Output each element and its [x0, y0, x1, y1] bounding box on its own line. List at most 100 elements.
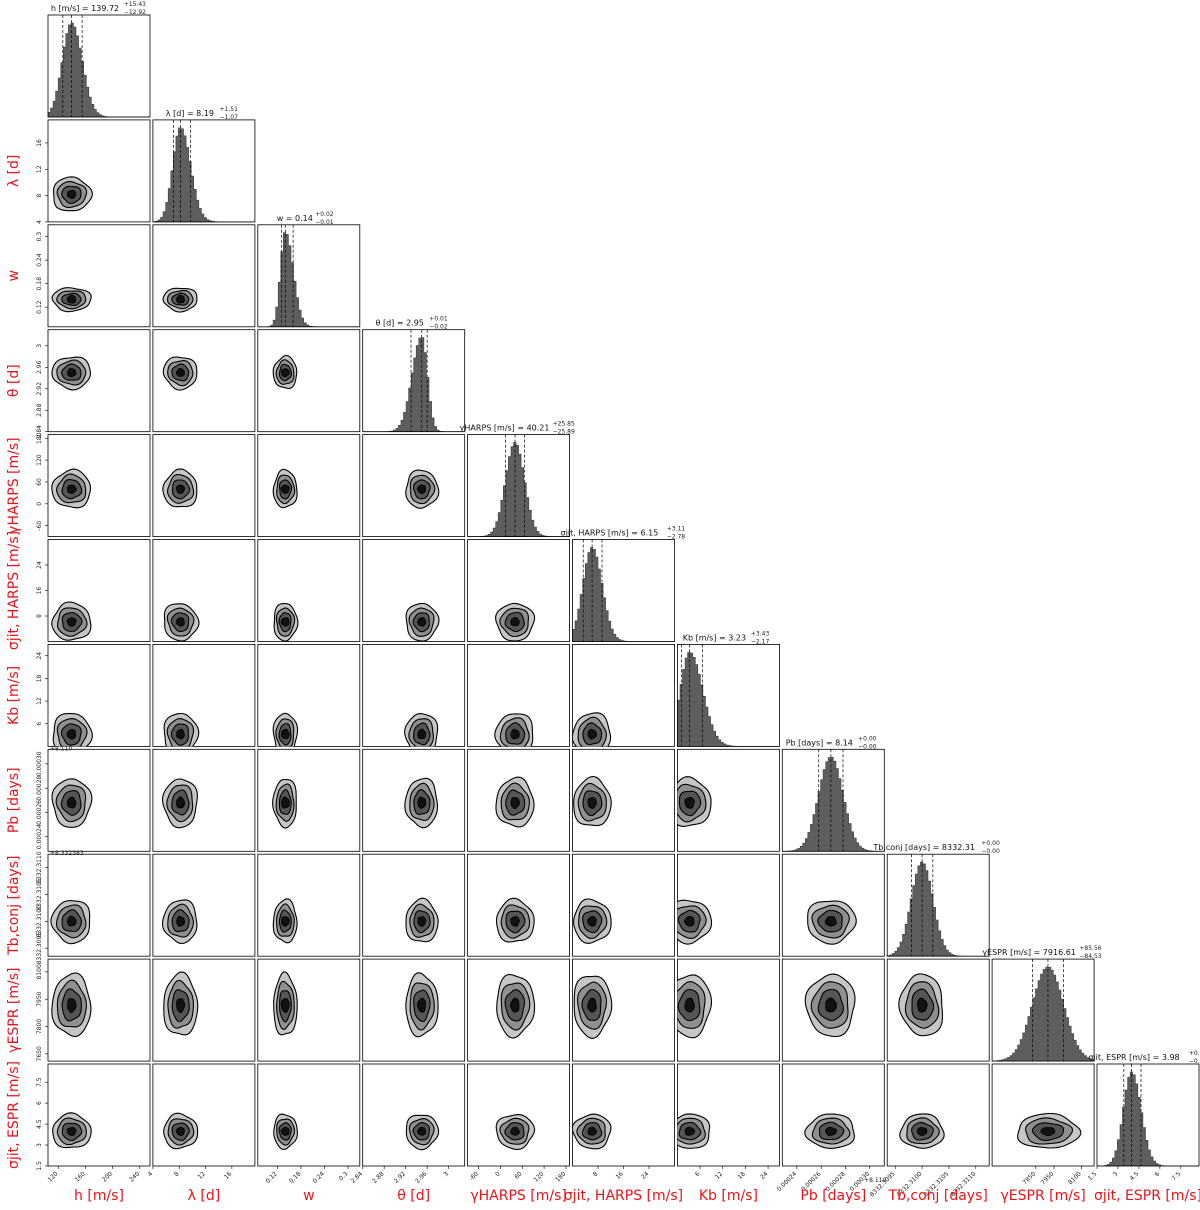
panel-frame: [152, 853, 256, 957]
x-tick-label: 240: [128, 1170, 141, 1183]
contour-panel-10-3: 2.84 2.88 2.92 2.96 3: [350, 1063, 466, 1185]
contour-level-4: [417, 997, 427, 1013]
contour-level-4: [66, 294, 77, 304]
contour-group: [1017, 1112, 1082, 1149]
panel-frame: [152, 1063, 256, 1167]
y-axis-label: θ [d]: [6, 364, 22, 397]
contour-level-4: [587, 997, 597, 1013]
y-tick-label: 12: [36, 697, 43, 705]
panel-frame: [257, 958, 361, 1062]
err-plus: +15.43: [124, 1, 146, 8]
y-tick-label: 18: [36, 674, 43, 682]
contour-level-4: [175, 294, 185, 304]
y-tick-label: 8332.3095: [36, 932, 43, 965]
x-tick-label: 6: [1154, 1170, 1162, 1178]
y-tick-label: 6: [36, 1101, 43, 1105]
contour-group: [273, 971, 298, 1036]
y-tick-label: 8332.3100: [36, 905, 43, 938]
contour-panel-5-3: [362, 539, 466, 642]
x-tick-label: 3: [442, 1170, 450, 1178]
contour-level-4: [587, 797, 597, 809]
panel-frame: [677, 644, 780, 747]
contour-group: [573, 898, 612, 944]
contour-group: [163, 1112, 199, 1150]
contour-group: [272, 354, 298, 389]
hist-panel-5: σjit, HARPS [m/s] = 6.15 +3.11−2.78: [561, 526, 686, 642]
x-tick-label: 16: [223, 1170, 233, 1180]
y-tick-label: 8332.3105: [36, 878, 43, 911]
contour-panel-6-4: [467, 644, 571, 747]
y-tick-label: 8100: [36, 964, 43, 979]
err-plus: +3.43: [751, 630, 770, 637]
histogram-bars: [1097, 1071, 1199, 1167]
contour-panel-5-1: [152, 539, 256, 642]
contour-level-4: [280, 796, 290, 809]
contour-panel-4-1: [152, 434, 256, 538]
x-axis-label: σjit, ESPR [m/s]: [1094, 1188, 1200, 1204]
x-tick-label: 0.18: [288, 1170, 303, 1185]
contour-group: [405, 469, 440, 509]
contour-level-4: [176, 484, 186, 494]
contour-level-4: [280, 1126, 290, 1136]
contour-panel-5-2: [257, 539, 361, 642]
contour-group: [677, 974, 713, 1039]
err-plus: +3.11: [667, 526, 686, 533]
contour-group: [495, 602, 536, 642]
x-axis-label: θ [d]: [397, 1188, 430, 1204]
contour-panel-7-5: [572, 748, 675, 852]
err-minus: −0.02: [429, 324, 448, 331]
contour-group: [162, 356, 198, 391]
panel-frame: [362, 329, 466, 433]
histogram-bars: [152, 127, 255, 223]
x-tick-label: 2.92: [393, 1170, 408, 1185]
contour-panel-6-2: [257, 644, 361, 747]
y-tick-label: 2.84: [36, 425, 43, 439]
contour-group: [495, 897, 535, 943]
contour-panel-1-0: 4 8 12 16: [36, 119, 151, 224]
contour-group: [804, 1113, 855, 1149]
contour-group: [51, 972, 92, 1038]
contour-level-4: [280, 998, 290, 1013]
panel-frame: [362, 1063, 466, 1167]
y-tick-label: 12: [36, 165, 43, 173]
x-axis-label: Kb [m/s]: [699, 1188, 758, 1204]
contour-level-4: [66, 1127, 77, 1136]
contour-group: [51, 468, 91, 509]
contour-panel-6-3: [362, 644, 466, 747]
hist-title: Pb [days] = 8.14: [786, 738, 853, 747]
hist-panel-4: γHARPS [m/s] = 40.21 +25.85−25.89: [460, 421, 575, 538]
contour-group: [495, 1114, 536, 1151]
y-axis-label: Tb,conj [days]: [6, 856, 22, 956]
y-tick-label: 4: [36, 220, 43, 224]
x-tick-label: 8: [173, 1170, 181, 1178]
contour-level-4: [587, 1126, 597, 1136]
x-axis-label: λ [d]: [188, 1188, 221, 1204]
contour-group: [163, 603, 200, 642]
histogram-bars: [991, 966, 1095, 1062]
contour-panel-7-3: [362, 748, 466, 852]
y-tick-label: -60: [36, 521, 43, 531]
y-axis-label: Kb [m/s]: [6, 666, 22, 725]
x-tick-label: 8100: [1067, 1170, 1083, 1186]
contour-panel-10-4: -60 0 60 120 180: [467, 1063, 571, 1184]
contour-level-4: [510, 617, 520, 627]
err-plus: +0.02: [315, 211, 334, 218]
err-plus: +1.51: [220, 106, 239, 113]
y-tick-label: 120: [36, 454, 43, 466]
contour-level-4: [417, 1126, 427, 1136]
x-tick-label: 16: [615, 1170, 625, 1180]
y-tick-label: 7650: [36, 1046, 43, 1061]
contour-level-4: [825, 997, 838, 1013]
contour-panel-6-5: [572, 644, 675, 747]
contour-group: [272, 468, 298, 509]
panel-frame: [47, 14, 151, 118]
err-plus: +85.56: [1079, 945, 1101, 952]
hist-title: Tb,conj [days] = 8332.31: [872, 843, 975, 852]
panel-frame: [257, 1063, 361, 1167]
x-tick-label: 6: [694, 1170, 702, 1178]
panel-frame: [257, 329, 361, 433]
contour-level-4: [66, 189, 77, 200]
hist-panel-6: Kb [m/s] = 3.23 +3.43−2.17: [677, 630, 780, 747]
contour-panel-10-1: 4 8 12 16: [147, 1063, 256, 1181]
contour-group: [496, 973, 536, 1039]
